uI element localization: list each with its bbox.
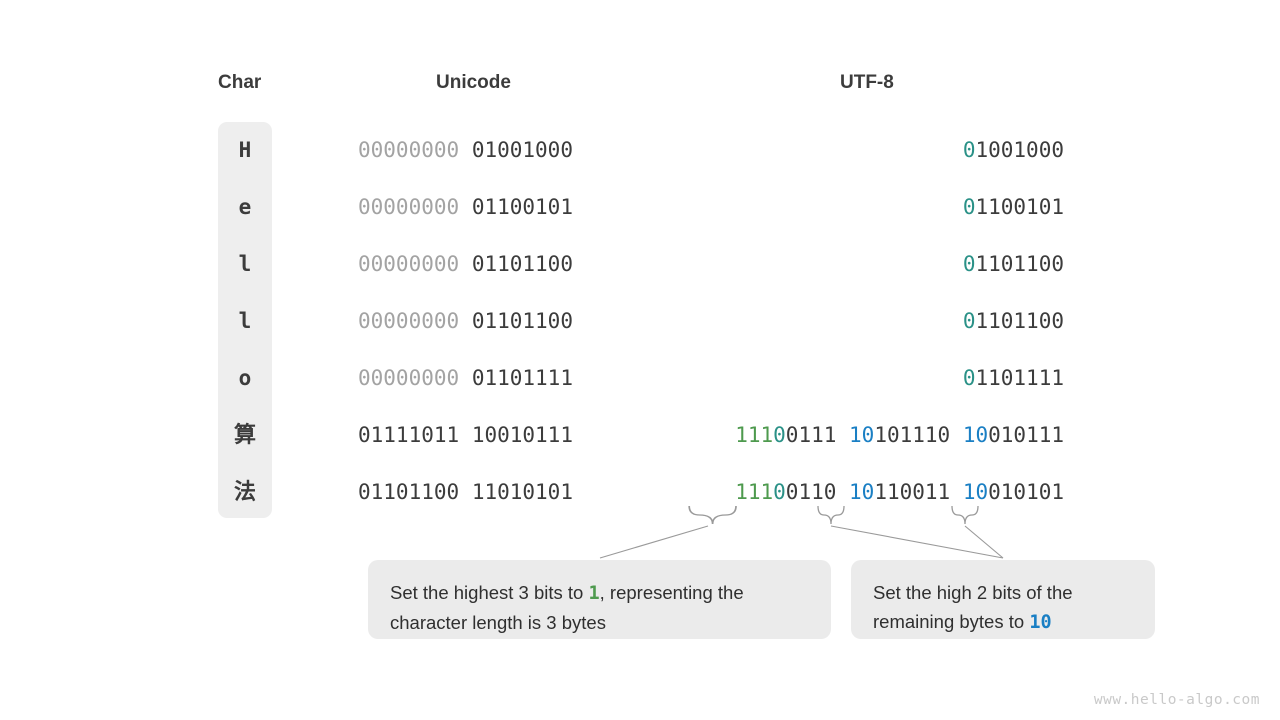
char-cell: o (238, 366, 252, 390)
callout-1-text-after: , representing the character length is 3… (390, 582, 744, 633)
utf8-byte: 01101111 (963, 366, 1064, 390)
utf8-byte-payload: 010101 (988, 480, 1064, 504)
unicode-cell: 00000000 01101100 (358, 293, 573, 350)
utf8-cell: 11100111 10101110 10010111 (735, 407, 1064, 464)
utf8-byte: 11100110 (735, 480, 836, 504)
char-cell: H (238, 138, 252, 162)
utf8-byte-prefix: 0 (962, 366, 976, 390)
utf8-byte-payload: 1101111 (975, 366, 1064, 390)
utf8-byte-prefix: 10 (962, 480, 989, 504)
unicode-high-byte: 00000000 (358, 252, 460, 276)
callout-2-text-before: Set the high 2 bits of the remaining byt… (873, 582, 1073, 632)
char-cell: l (238, 309, 252, 333)
utf8-byte-prefix: 0 (962, 195, 976, 219)
utf8-byte: 10010111 (963, 423, 1064, 447)
watermark: www.hello-algo.com (1093, 692, 1260, 708)
utf8-cell: 01100101 (963, 179, 1064, 236)
utf8-byte: 01100101 (963, 195, 1064, 219)
utf8-byte: 01101100 (963, 309, 1064, 333)
unicode-cell: 00000000 01101100 (358, 236, 573, 293)
utf8-byte-payload: 0110 (785, 480, 837, 504)
utf8-cell: 11100110 10110011 10010101 (735, 464, 1064, 521)
unicode-high-byte: 00000000 (358, 366, 460, 390)
unicode-low-byte: 10010111 (471, 423, 573, 447)
leader-line-callout-1 (599, 525, 709, 559)
utf8-byte: 10010101 (963, 480, 1064, 504)
utf8-byte-payload: 1100101 (975, 195, 1064, 219)
utf8-byte: 01101100 (963, 252, 1064, 276)
char-cell: e (238, 195, 252, 219)
utf8-byte-payload: 1101100 (975, 309, 1064, 333)
callout-continuation-bytes: Set the high 2 bits of the remaining byt… (851, 560, 1155, 639)
callout-1-highlight: 1 (588, 583, 600, 604)
char-column-background (218, 122, 272, 518)
unicode-low-byte: 01101100 (471, 252, 573, 276)
utf8-byte-payload: 010111 (988, 423, 1064, 447)
char-cell: 算 (233, 423, 256, 448)
char-cell: 法 (233, 480, 256, 505)
unicode-cell: 01101100 11010101 (358, 464, 573, 521)
column-header-unicode: Unicode (436, 72, 511, 93)
utf8-byte-payload: 101110 (874, 423, 951, 447)
unicode-cell: 00000000 01101111 (358, 350, 573, 407)
utf8-cell: 01101111 (963, 350, 1064, 407)
utf8-byte: 10101110 (849, 423, 950, 447)
callout-lead-byte: Set the highest 3 bits to 1, representin… (368, 560, 831, 639)
unicode-low-byte: 01001000 (471, 138, 573, 162)
utf8-cell: 01101100 (963, 236, 1064, 293)
utf8-byte-prefix: 111 (735, 480, 774, 504)
utf8-byte-payload: 1001000 (975, 138, 1064, 162)
utf8-byte: 01001000 (963, 138, 1064, 162)
unicode-high-byte: 01111011 (358, 423, 460, 447)
utf8-byte-prefix: 10 (849, 423, 875, 447)
utf8-byte-prefix-secondary: 0 (773, 480, 786, 504)
utf8-byte-payload: 0111 (785, 423, 837, 447)
utf8-cell: 01101100 (963, 293, 1064, 350)
utf8-byte-payload: 110011 (874, 480, 951, 504)
utf8-byte-prefix: 0 (962, 309, 976, 333)
unicode-high-byte: 01101100 (358, 480, 460, 504)
callout-1-text-before: Set the highest 3 bits to (390, 582, 589, 603)
utf8-byte-payload: 1101100 (975, 252, 1064, 276)
unicode-cell: 00000000 01001000 (358, 122, 573, 179)
char-cell: l (238, 252, 252, 276)
utf8-cell: 01001000 (963, 122, 1064, 179)
unicode-low-byte: 01101111 (471, 366, 573, 390)
column-header-char: Char (218, 72, 262, 93)
unicode-low-byte: 01101100 (471, 309, 573, 333)
utf8-byte: 10110011 (849, 480, 950, 504)
callout-2-highlight: 10 (1029, 612, 1052, 633)
unicode-cell: 01111011 10010111 (358, 407, 573, 464)
leader-line-callout-2b (964, 525, 1004, 559)
unicode-cell: 00000000 01100101 (358, 179, 573, 236)
utf8-byte-prefix-secondary: 0 (773, 423, 786, 447)
utf8-byte-prefix: 10 (849, 480, 875, 504)
utf8-byte-prefix: 0 (962, 252, 976, 276)
utf8-byte-prefix: 111 (735, 423, 774, 447)
unicode-high-byte: 00000000 (358, 309, 460, 333)
utf8-byte-prefix: 10 (962, 423, 989, 447)
brace-lead-byte (688, 505, 737, 525)
unicode-low-byte: 01100101 (471, 195, 573, 219)
unicode-low-byte: 11010101 (471, 480, 573, 504)
unicode-high-byte: 00000000 (358, 138, 460, 162)
utf8-byte: 11100111 (735, 423, 836, 447)
unicode-high-byte: 00000000 (358, 195, 460, 219)
leader-line-callout-2a (830, 525, 1004, 559)
column-header-utf8: UTF-8 (840, 72, 894, 93)
utf8-byte-prefix: 0 (962, 138, 976, 162)
